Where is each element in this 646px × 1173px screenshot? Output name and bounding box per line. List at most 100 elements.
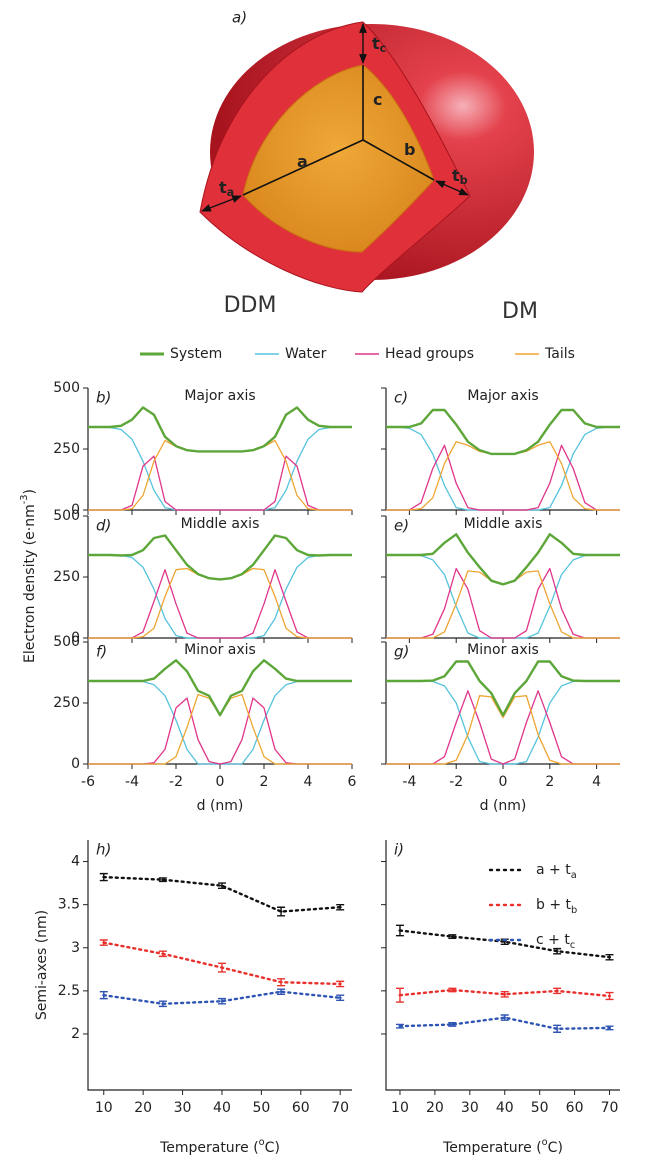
error-bar [336,903,345,911]
axis-a [242,139,364,196]
x-tick-label: 30 [461,1100,479,1116]
error-bar [395,1023,404,1029]
x-tick-label: 20 [134,1100,152,1116]
error-bar [99,872,108,882]
density-line [386,567,620,639]
legend-label-part: a [571,870,577,881]
error-bar [158,877,167,883]
y-axis-label: Electron density (e·nm-3) [19,489,38,663]
error-bar [605,991,614,1001]
y-tick-label: 0 [71,502,80,518]
diagram-label-part: b [404,140,415,159]
density-line [386,695,620,765]
x-tick-label: -2 [169,774,183,790]
x-tick-label: 2 [260,774,269,790]
density-line [386,554,620,639]
error-bar [448,987,457,993]
panel-title: Major axis [467,388,538,404]
ellipsoid-diagram [199,21,534,293]
x-axis-label-part: Temperature ( [442,1140,542,1156]
legend-label-part: b + t [536,897,572,913]
x-tick-label: 50 [531,1100,549,1116]
panel-label: a) [232,9,247,27]
y-tick-label: 250 [53,441,80,457]
error-bar [553,987,562,995]
x-tick-label: 6 [348,774,357,790]
axis-line [87,388,352,511]
error-bar [217,962,226,973]
density-line [386,408,620,456]
diagram-label-part: c [380,42,387,55]
density-line [386,690,620,765]
y-tick-label: 500 [53,634,80,650]
x-tick-label: 50 [252,1100,270,1116]
x-tick-label: 20 [426,1100,444,1116]
diagram-label-part: a [297,152,308,171]
y-tick-label: 3 [71,940,80,956]
diagram-label: a [297,152,308,171]
diagram-label: b [404,140,415,159]
x-axis-label-part: C) [548,1140,563,1156]
y-tick-label: 0 [71,630,80,646]
legend-label: Water [285,346,327,362]
y-tick-label: 2.5 [58,983,80,999]
trend-line [398,929,611,959]
error-bar [395,924,404,937]
density-line [386,660,620,717]
x-tick-label: -6 [81,774,95,790]
density-line [88,426,352,511]
x-tick-label: 0 [499,774,508,790]
arrow-tb [435,180,469,196]
panel-label: i) [394,841,404,859]
density-line [386,444,620,511]
x-tick-label: 2 [545,774,554,790]
density-line [88,554,352,639]
x-tick-label: 40 [496,1100,514,1116]
error-bar [553,947,562,955]
error-bar [277,906,286,917]
panel-label: b) [96,389,111,407]
y-axis-label-part: Electron density (e·nm [22,504,38,663]
x-tick-label: -4 [402,774,416,790]
axis-line [385,516,620,639]
legend-label-part: c [570,940,575,951]
density-line [88,697,352,765]
y-tick-label: 250 [53,695,80,711]
legend-label: System [170,346,222,362]
x-tick-label: 10 [391,1100,409,1116]
y-tick-label: 4 [71,854,80,870]
axis-line [385,642,620,765]
x-tick-label: -2 [449,774,463,790]
diagram-label-part: c [373,90,382,109]
diagram-label-part: t [452,166,460,185]
x-tick-label: 4 [592,774,601,790]
density-line [386,426,620,511]
density-line [386,441,620,511]
x-tick-label: 40 [213,1100,231,1116]
x-axis-label-part: Temperature ( [159,1140,259,1156]
column-title: DM [502,299,538,324]
error-bar [553,1024,562,1033]
panel-title: Major axis [184,388,255,404]
panel-title: Middle axis [464,516,543,532]
x-tick-label: 10 [95,1100,113,1116]
density-line [88,534,352,581]
density-line [88,659,352,717]
y-tick-label: 3.5 [58,897,80,913]
trend-line [102,875,342,913]
y-axis-label-part: ) [22,489,38,494]
core [242,64,435,253]
density-line [386,570,620,639]
panel-title: Minor axis [467,642,539,658]
column-title: DDM [224,293,277,318]
arrow-ta [201,195,242,212]
legend-label: c + tc [536,932,575,951]
x-tick-label: 0 [216,774,225,790]
density-line [88,693,352,765]
x-axis-label: d (nm) [480,798,527,814]
y-tick-label: 2 [71,1026,80,1042]
legend-label: b + tb [536,897,577,916]
legend-label-part: b [571,905,577,916]
panel-label: h) [96,841,111,859]
